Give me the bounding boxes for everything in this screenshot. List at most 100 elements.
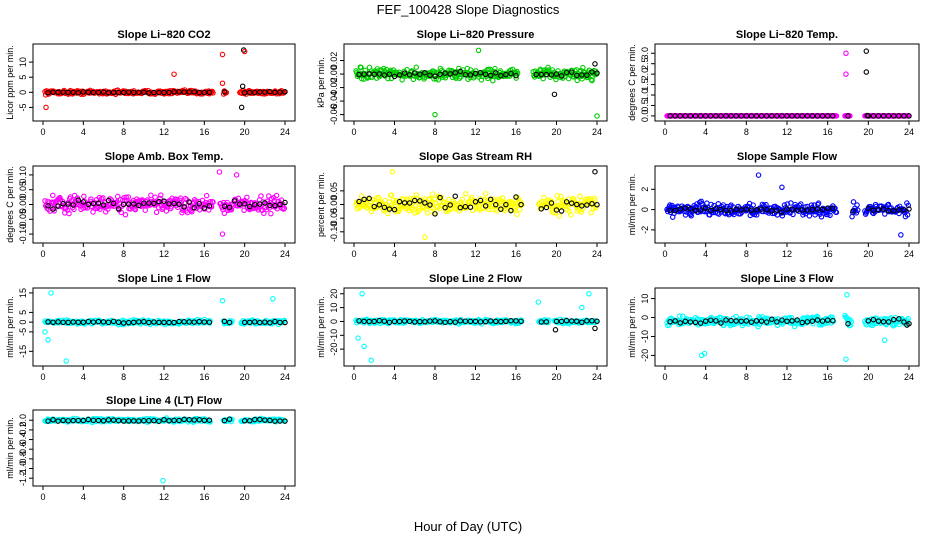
mean-point [518, 318, 524, 325]
outlier-point [45, 336, 51, 343]
mean-point [824, 317, 831, 323]
mean-point [804, 113, 811, 119]
data-point [273, 192, 280, 199]
mean-point [272, 418, 278, 424]
mean-point [267, 417, 273, 424]
mean-point [110, 89, 117, 96]
x-tick-label: 16 [511, 372, 521, 382]
mean-point [366, 195, 372, 202]
mean-point [472, 70, 479, 77]
mean-point [508, 317, 514, 324]
mean-point [829, 317, 836, 324]
mean-point [80, 199, 87, 205]
x-tick-label: 4 [81, 372, 86, 382]
x-tick-label: 4 [392, 127, 397, 137]
mean-point [498, 206, 504, 212]
mean-point [702, 113, 709, 119]
mean-point [386, 206, 393, 212]
mean-point [396, 72, 403, 78]
mean-point [131, 418, 137, 424]
y-tick-label: 0.05 [18, 181, 28, 199]
mean-point [503, 201, 509, 208]
mean-point [758, 318, 765, 324]
data-point [847, 322, 854, 328]
data-point [132, 206, 139, 213]
mean-point [482, 203, 489, 209]
y-tick-label: -0.06 [329, 104, 339, 125]
y-tick-label: 3.0 [640, 47, 650, 60]
data-point [416, 207, 422, 214]
mean-point [95, 417, 102, 424]
outlier-point [422, 234, 428, 241]
mean-point [487, 318, 494, 324]
outlier-point [755, 172, 762, 178]
outlier-point [219, 297, 226, 304]
mean-point [206, 89, 213, 96]
mean-point [432, 318, 438, 324]
panel-title: Slope Line 1 Flow [118, 273, 211, 285]
mean-point [508, 207, 514, 214]
mean-point [784, 206, 790, 212]
mean-point [579, 319, 585, 326]
mean-point [105, 417, 112, 423]
mean-point [396, 318, 403, 325]
mean-point [156, 319, 162, 326]
mean-point [427, 318, 433, 324]
x-tick-label: 8 [121, 492, 126, 502]
mean-point [115, 417, 122, 424]
x-tick-label: 4 [703, 372, 708, 382]
mean-point [814, 317, 821, 323]
mean-point [573, 72, 580, 79]
mean-point [901, 113, 907, 119]
y-tick-label: -0.02 [329, 77, 339, 98]
mean-point [50, 417, 56, 423]
mean-point [819, 318, 826, 324]
mean-point [477, 319, 484, 325]
mean-point [417, 318, 423, 325]
mean-point [115, 206, 122, 212]
mean-point [277, 418, 283, 424]
y-tick-label: -20 [329, 343, 339, 356]
mean-point [432, 73, 438, 79]
mean-point [687, 113, 694, 119]
mean-point [422, 200, 428, 206]
mean-point [687, 319, 694, 325]
data-point [708, 201, 714, 208]
mean-point [417, 198, 423, 204]
mean-point [707, 113, 714, 119]
mean-point [411, 197, 418, 204]
x-tick-label: 12 [159, 127, 169, 137]
mean-point [262, 417, 268, 423]
data-point [905, 202, 912, 209]
outlier-point [238, 104, 245, 111]
mean-point [371, 203, 377, 210]
x-tick-label: 24 [592, 372, 602, 382]
mean-point [267, 88, 273, 95]
x-tick-label: 24 [280, 492, 290, 502]
mean-point [558, 73, 565, 79]
mean-point [191, 89, 198, 95]
outlier-point [898, 232, 904, 238]
data-point [779, 213, 786, 219]
figure-title: FEF_100428 Slope Diagnostics [377, 2, 560, 17]
mean-point [487, 196, 494, 203]
mean-point [589, 318, 595, 324]
x-tick-label: 4 [392, 249, 397, 259]
panel-3: Slope Amb. Box Temp. 0 4 8 12 16 20 24 -0.10-0.0… [5, 151, 296, 259]
mean-point [115, 89, 122, 96]
mean-point [477, 197, 484, 204]
mean-point [85, 416, 92, 423]
outlier-point [881, 337, 888, 344]
mean-point [206, 319, 213, 325]
mean-point [472, 318, 479, 325]
data-point [499, 195, 506, 201]
mean-point [548, 200, 555, 206]
mean-point [55, 89, 61, 95]
mean-point [391, 318, 398, 325]
data-point [516, 206, 523, 213]
mean-point [391, 73, 398, 80]
mean-point [563, 317, 570, 324]
